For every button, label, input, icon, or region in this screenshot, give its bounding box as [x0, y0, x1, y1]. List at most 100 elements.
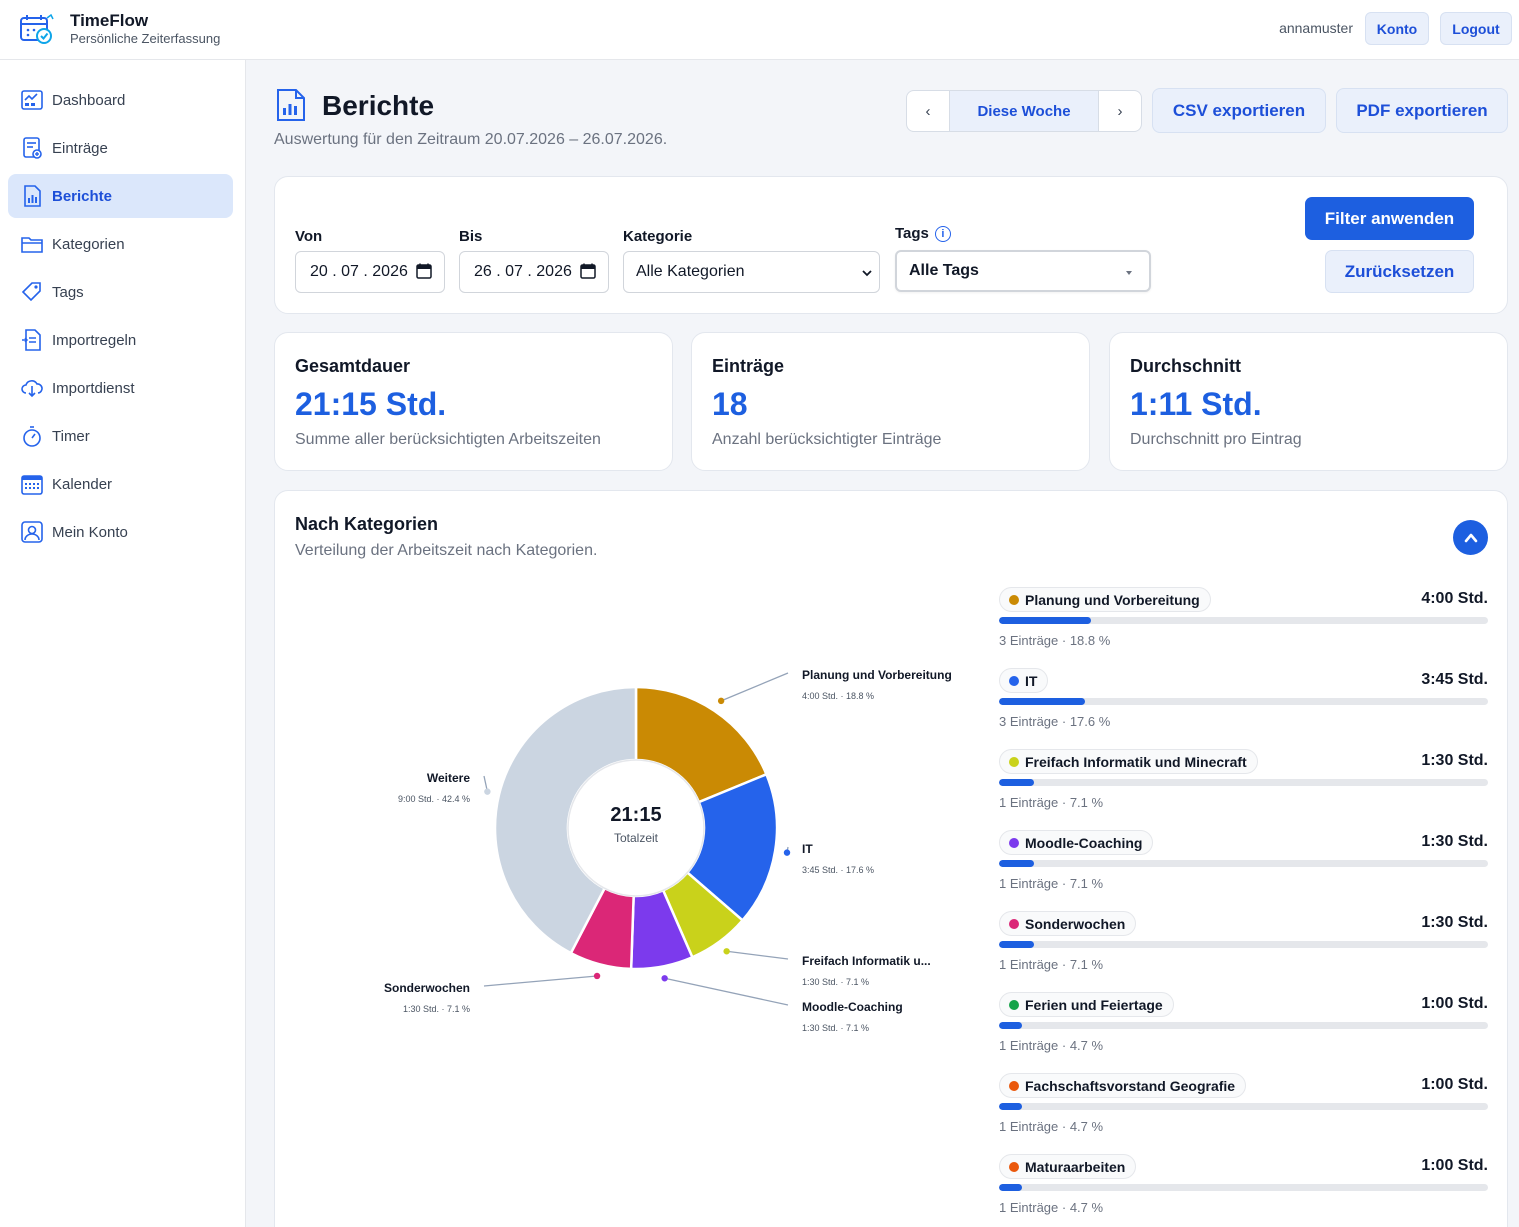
category-row[interactable]: Sonderwochen 1:30 Std. 1 Einträge · 7.1 % — [999, 911, 1488, 987]
category-pill: Maturaarbeiten — [999, 1154, 1137, 1179]
tags-select-value: Alle Tags — [909, 262, 979, 279]
category-duration: 1:00 Std. — [1421, 1157, 1488, 1174]
category-duration: 1:00 Std. — [1421, 1076, 1488, 1093]
stat-title: Gesamtdauer — [295, 356, 411, 376]
leader-line — [483, 975, 598, 987]
category-color-dot — [1009, 837, 1019, 848]
category-row[interactable]: Maturaarbeiten 1:00 Std. 1 Einträge · 4.7 … — [999, 1154, 1488, 1227]
stat-title: Durchschnitt — [1130, 356, 1242, 376]
category-row[interactable]: IT 3:45 Std. 3 Einträge · 17.6 % — [999, 668, 1488, 744]
slice-label: Weitere — [427, 771, 470, 785]
konto-button[interactable]: Konto — [1365, 12, 1429, 45]
sidebar-item-kalender[interactable]: Kalender — [8, 462, 233, 506]
sidebar-item-dashboard[interactable]: Dashboard — [8, 78, 233, 122]
category-name: Ferien und Feiertage — [1025, 996, 1163, 1013]
reports-icon — [20, 184, 44, 208]
sidebar-item-importregeln[interactable]: Importregeln — [8, 318, 233, 362]
category-pill: Moodle-Coaching — [999, 830, 1154, 855]
reset-filter-button[interactable]: Zurücksetzen — [1325, 250, 1474, 293]
stat-card-entries: Einträge 18 Anzahl berücksichtigter Eint… — [691, 332, 1090, 471]
category-progress-fill — [999, 617, 1091, 624]
category-row[interactable]: Freifach Informatik und Minecraft 1:30 St… — [999, 749, 1488, 825]
info-icon[interactable]: i — [934, 226, 951, 243]
sidebar-item-berichte[interactable]: Berichte — [8, 174, 233, 218]
sidebar-item-label: Dashboard — [52, 91, 126, 109]
dashboard-icon — [20, 88, 44, 112]
sidebar-item-eintraege[interactable]: Einträge — [8, 126, 233, 170]
category-progress-bar — [999, 860, 1488, 867]
category-pill: Sonderwochen — [999, 911, 1137, 936]
sidebar-item-label: Mein Konto — [52, 523, 128, 541]
slice-detail: 1:30 Std. · 7.1 % — [802, 1023, 869, 1033]
category-row[interactable]: Moodle-Coaching 1:30 Std. 1 Einträge · 7.1… — [999, 830, 1488, 906]
apply-filter-button[interactable]: Filter anwenden — [1305, 197, 1474, 240]
leader-line — [726, 950, 789, 960]
sidebar-item-timer[interactable]: Timer — [8, 414, 233, 458]
category-donut-chart: Planung und Vorbereitung 4:00 Std. · 18.8… — [384, 668, 952, 1033]
categories-card: Nach Kategorien Verteilung der Arbeitsze… — [274, 490, 1508, 1227]
csv-export-button[interactable]: CSV exportieren — [1152, 88, 1326, 133]
category-color-dot — [1009, 756, 1019, 767]
cloud-download-icon — [20, 376, 44, 400]
sidebar-item-tags[interactable]: Tags — [8, 270, 233, 314]
category-row[interactable]: Planung und Vorbereitung 4:00 Std. 3 Eintr… — [999, 587, 1488, 663]
sidebar-item-label: Einträge — [52, 139, 108, 157]
tags-label: Tags i — [895, 225, 951, 243]
category-meta: 1 Einträge · 7.1 % — [999, 795, 1104, 810]
sidebar-item-mein-konto[interactable]: Mein Konto — [8, 510, 233, 554]
calendar-icon — [580, 263, 596, 279]
calendar-icon — [20, 472, 44, 496]
category-duration: 1:00 Std. — [1421, 995, 1488, 1012]
page-subtitle: Auswertung für den Zeitraum 20.07.2026 –… — [274, 131, 668, 148]
stat-description: Durchschnitt pro Eintrag — [1130, 431, 1302, 448]
leader-dot — [723, 948, 730, 955]
leader-line — [720, 672, 789, 702]
category-progress-fill — [999, 941, 1034, 948]
section-subtitle: Verteilung der Arbeitszeit nach Kategori… — [295, 542, 598, 559]
user-icon — [20, 520, 44, 544]
stat-value: 18 — [712, 386, 748, 422]
to-date-input[interactable]: 26 . 07 . 2026 — [459, 251, 609, 293]
sidebar-item-label: Kategorien — [52, 235, 125, 253]
period-selector: ‹ Diese Woche › — [906, 90, 1142, 132]
to-label: Bis — [459, 228, 483, 245]
current-period-button[interactable]: Diese Woche — [949, 91, 1099, 131]
leader-line — [664, 977, 789, 1006]
category-name: Fachschaftsvorstand Geografie — [1025, 1077, 1236, 1094]
category-name: IT — [1025, 672, 1038, 689]
category-row[interactable]: Fachschaftsvorstand Geografie 1:00 Std. 1 … — [999, 1073, 1488, 1149]
category-progress-bar — [999, 1022, 1488, 1029]
chevron-down-icon — [862, 270, 872, 277]
category-progress-fill — [999, 860, 1034, 867]
category-meta: 1 Einträge · 4.7 % — [999, 1200, 1104, 1215]
leader-dot — [717, 697, 725, 705]
stopwatch-icon — [20, 424, 44, 448]
category-select[interactable]: Alle Kategorien — [623, 251, 880, 293]
sidebar: Dashboard Einträge Berichte Kategorien T… — [0, 60, 246, 1227]
category-row[interactable]: Ferien und Feiertage 1:00 Std. 1 Einträge … — [999, 992, 1488, 1068]
pdf-export-button[interactable]: PDF exportieren — [1336, 88, 1508, 133]
tags-select[interactable]: Alle Tags — [895, 250, 1151, 292]
from-date-input[interactable]: 20 . 07 . 2026 — [295, 251, 445, 293]
category-color-dot — [1009, 594, 1019, 605]
slice-label: IT — [802, 842, 813, 856]
app-title: TimeFlow — [70, 11, 149, 30]
next-period-button[interactable]: › — [1117, 102, 1123, 120]
caret-down-icon — [1126, 271, 1132, 275]
logout-button[interactable]: Logout — [1440, 12, 1512, 45]
sidebar-item-importdienst[interactable]: Importdienst — [8, 366, 233, 410]
stat-description: Summe aller berücksichtigten Arbeitszeit… — [295, 431, 601, 448]
sidebar-item-kategorien[interactable]: Kategorien — [8, 222, 233, 266]
stat-description: Anzahl berücksichtigter Einträge — [712, 431, 942, 448]
collapse-button[interactable] — [1453, 520, 1488, 555]
previous-period-button[interactable]: ‹ — [925, 102, 931, 120]
category-meta: 1 Einträge · 7.1 % — [999, 876, 1104, 891]
category-meta: 1 Einträge · 4.7 % — [999, 1119, 1104, 1134]
app-subtitle: Persönliche Zeiterfassung — [70, 31, 221, 46]
filter-card: Von 20 . 07 . 2026 Bis 26 . 07 . 2026 Ka… — [274, 176, 1508, 314]
page-title: Berichte — [322, 90, 435, 121]
category-progress-fill — [999, 1103, 1022, 1110]
category-color-dot — [1009, 675, 1019, 686]
category-duration: 3:45 Std. — [1421, 671, 1488, 688]
category-duration: 1:30 Std. — [1421, 833, 1488, 850]
